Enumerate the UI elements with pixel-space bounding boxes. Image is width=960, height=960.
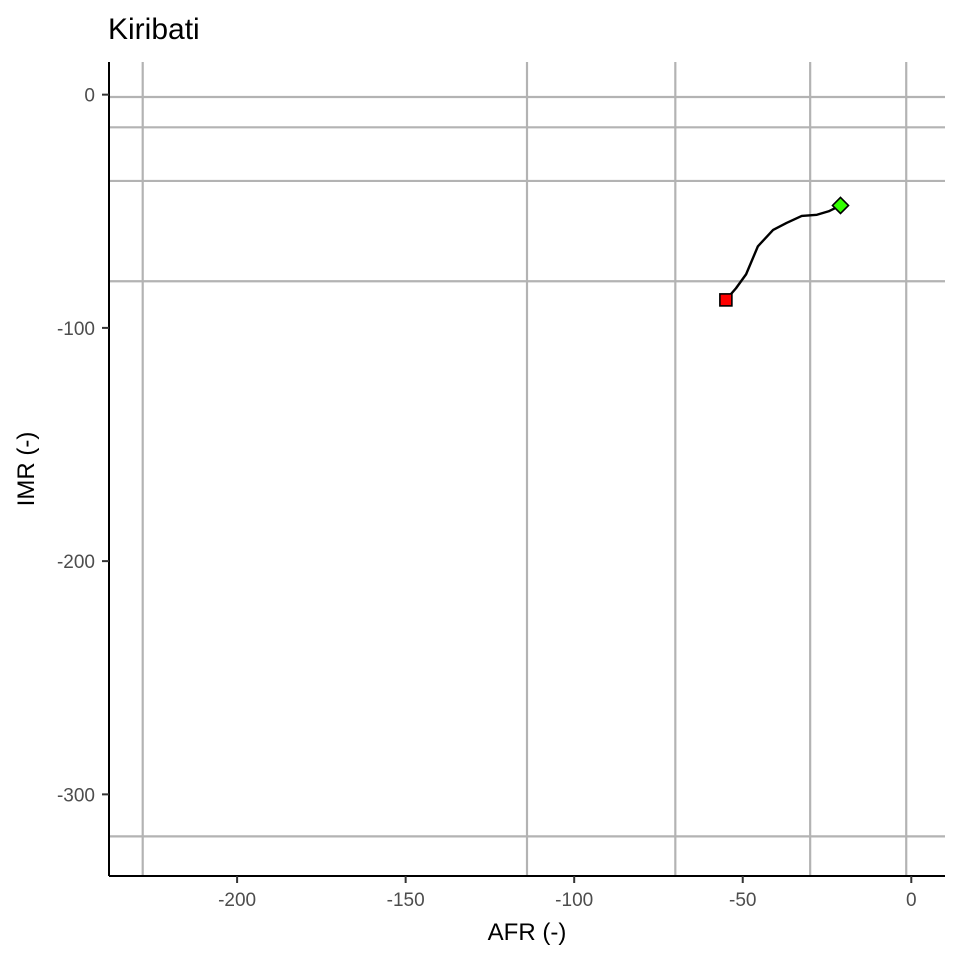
series-line [724, 204, 842, 301]
end-point-marker [831, 196, 850, 215]
x-axis-ticks: -200 -150 -100 -50 0 [218, 876, 917, 911]
y-tick-label: -300 [57, 785, 95, 806]
x-tick-label: -200 [218, 890, 256, 911]
y-tick-label: -200 [57, 552, 95, 573]
reference-lines [109, 62, 945, 876]
x-axis-title: AFR (-) [488, 919, 567, 946]
chart-title: Kiribati [108, 13, 200, 46]
y-tick-label: 0 [84, 86, 95, 107]
x-tick-label: -100 [555, 890, 593, 911]
x-tick-label: -150 [387, 890, 425, 911]
y-tick-label: -100 [57, 319, 95, 340]
axes [108, 62, 945, 877]
start-point-marker [719, 293, 733, 307]
series-group [719, 196, 850, 307]
y-axis-title: IMR (-) [13, 432, 40, 507]
y-axis-ticks: 0 -100 -200 -300 [57, 86, 109, 806]
x-tick-label: -50 [729, 890, 756, 911]
x-tick-label: 0 [906, 890, 917, 911]
